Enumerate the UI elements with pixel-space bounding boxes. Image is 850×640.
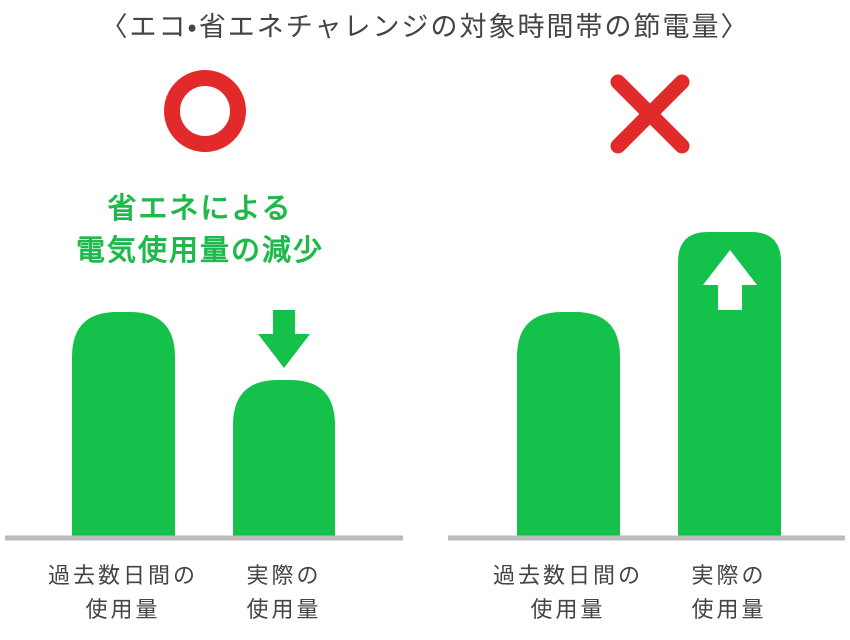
bar-label: 実際の [691, 564, 766, 589]
caption-line: 省エネによる [107, 191, 292, 225]
bar [72, 312, 175, 540]
down-arrow [258, 310, 310, 368]
bar-label: 使用量 [530, 598, 605, 623]
bar [678, 232, 781, 540]
ng-mark [610, 74, 690, 154]
bar [517, 312, 620, 540]
ok-mark [164, 70, 246, 152]
bar [233, 380, 335, 540]
bar-label: 使用量 [246, 598, 321, 623]
up-arrow [703, 250, 757, 310]
bar-label: 過去数日間の [493, 564, 643, 589]
bar-label: 使用量 [691, 598, 766, 623]
caption-line: 電気使用量の減少 [76, 233, 324, 267]
title: 〈エコ・省エネチャレンジの対象時間帯の節電量〉 [101, 12, 750, 43]
bar-label: 実際の [246, 564, 321, 589]
bar-label: 過去数日間の [48, 564, 198, 589]
bar-label: 使用量 [85, 598, 160, 623]
